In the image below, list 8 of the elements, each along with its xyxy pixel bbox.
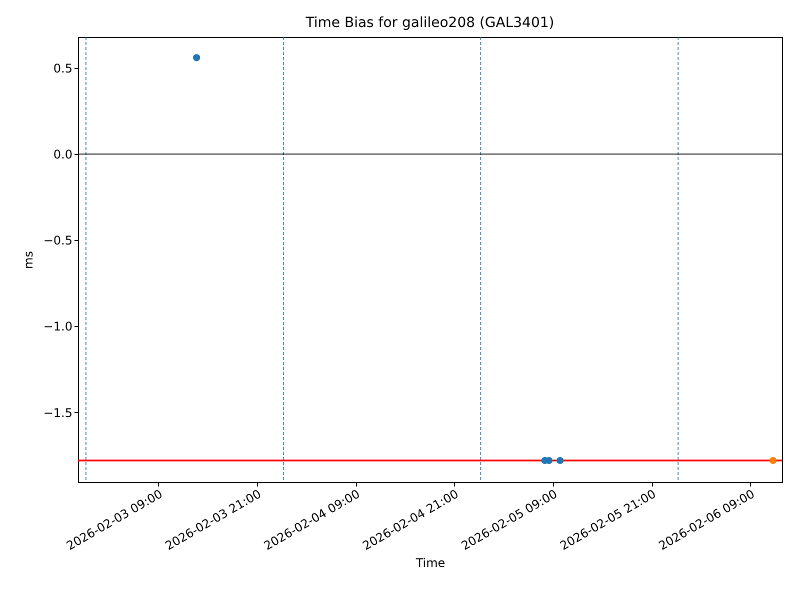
y-tick-label: 0.5 — [53, 61, 72, 76]
x-axis-title: Time — [414, 556, 446, 570]
y-axis-title: ms — [21, 251, 36, 269]
chart-title: Time Bias for galileo208 (GAL3401) — [304, 15, 554, 31]
y-tick-label: −1.0 — [43, 320, 72, 334]
y-tick-label: −1.5 — [43, 406, 72, 420]
y-tick-label: 0.0 — [53, 148, 72, 162]
y-tick-label: −0.5 — [43, 234, 72, 248]
